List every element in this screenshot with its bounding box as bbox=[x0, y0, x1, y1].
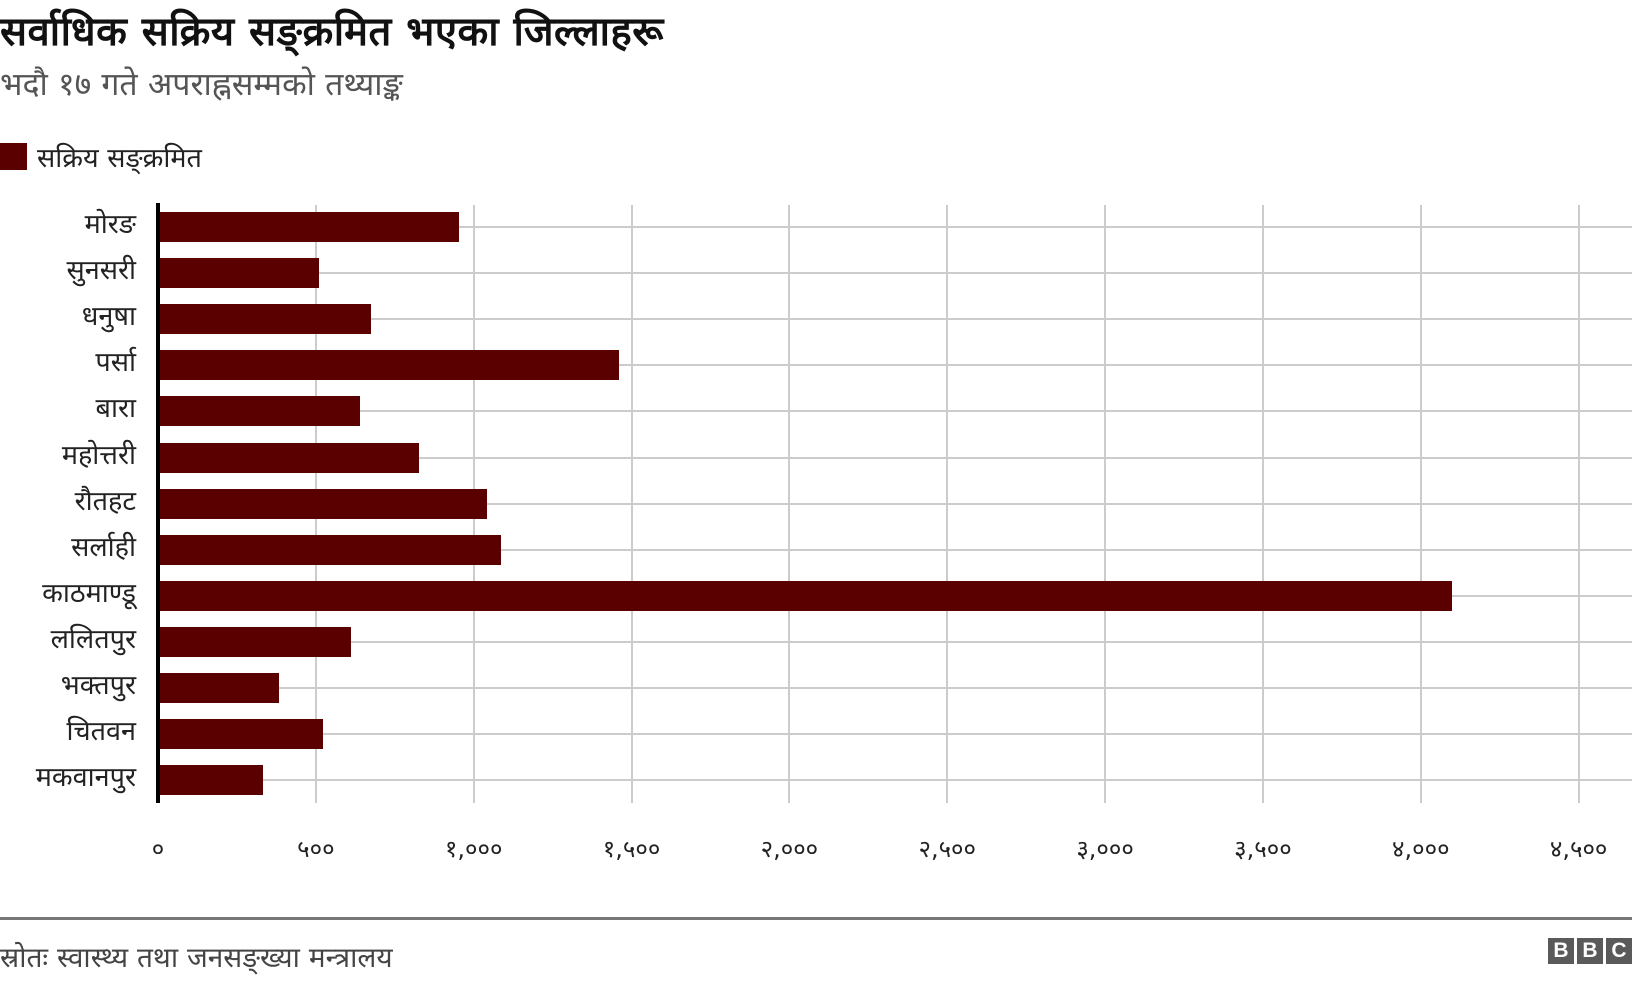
horizontal-gridline bbox=[158, 548, 1632, 551]
bbc-logo-letter: C bbox=[1606, 938, 1632, 964]
bar bbox=[160, 580, 1452, 611]
y-axis-category-label: मकवानपुर bbox=[35, 762, 136, 794]
x-axis-tick-label: ३,५०० bbox=[1234, 835, 1292, 863]
bbc-logo: B B C bbox=[1548, 938, 1632, 964]
bar bbox=[160, 626, 351, 657]
legend: सक्रिय सङ्क्रमित bbox=[0, 138, 202, 175]
horizontal-gridline bbox=[158, 640, 1632, 643]
horizontal-gridline bbox=[158, 779, 1632, 782]
horizontal-gridline bbox=[158, 456, 1632, 459]
horizontal-gridline bbox=[158, 318, 1632, 321]
bar bbox=[160, 350, 619, 381]
y-axis-category-label: सर्लाही bbox=[71, 531, 136, 563]
bbc-logo-letter: B bbox=[1577, 938, 1603, 964]
x-axis-tick-label: १,००० bbox=[444, 835, 503, 863]
bar bbox=[160, 258, 319, 289]
x-axis-tick-label: ० bbox=[151, 835, 165, 863]
y-axis-category-label: भक्तपुर bbox=[60, 670, 136, 701]
x-axis-tick-label: ५०० bbox=[297, 835, 335, 863]
horizontal-gridline bbox=[158, 733, 1632, 736]
horizontal-gridline bbox=[158, 410, 1632, 413]
bar bbox=[160, 534, 501, 565]
footer-divider bbox=[0, 917, 1632, 920]
bar bbox=[160, 719, 323, 750]
legend-label: सक्रिय सङ्क्रमित bbox=[37, 143, 202, 174]
x-axis-tick-label: १,५०० bbox=[602, 835, 661, 863]
bar bbox=[160, 488, 487, 519]
y-axis-category-label: ललितपुर bbox=[50, 623, 136, 655]
x-axis-tick-label: २,५०० bbox=[918, 835, 977, 863]
chart-subtitle: भदौ १७ गते अपराह्नसम्मको तथ्याङ्क bbox=[0, 65, 403, 103]
chart-title: सर्वाधिक सक्रिय सङ्क्रमित भएका जिल्लाहरू bbox=[0, 9, 664, 55]
bbc-logo-letter: B bbox=[1548, 938, 1574, 964]
y-axis-category-label: पर्सा bbox=[95, 347, 136, 379]
horizontal-gridline bbox=[158, 687, 1632, 689]
y-axis-line bbox=[156, 203, 160, 803]
source-note: स्रोतः स्वास्थ्य तथा जनसङ्ख्या मन्त्रालय bbox=[0, 941, 393, 974]
y-axis-category-label: सुनसरी bbox=[66, 255, 136, 287]
y-axis-category-label: चितवन bbox=[66, 716, 136, 748]
horizontal-gridline bbox=[158, 226, 1632, 228]
bar bbox=[160, 442, 419, 473]
legend-swatch-icon bbox=[0, 143, 27, 170]
horizontal-gridline bbox=[158, 364, 1632, 367]
x-axis-tick-label: २,००० bbox=[760, 835, 819, 863]
y-axis-category-label: काठमाण्डू bbox=[42, 577, 136, 609]
horizontal-gridline bbox=[158, 272, 1632, 275]
x-axis-tick-label: ३,००० bbox=[1076, 835, 1134, 863]
x-axis-tick-label: ४,५०० bbox=[1549, 835, 1608, 863]
y-axis-category-label: रौतहट bbox=[74, 485, 136, 517]
bar bbox=[160, 212, 459, 242]
bar bbox=[160, 765, 264, 796]
x-axis-tick-label: ४,००० bbox=[1392, 835, 1450, 863]
bar bbox=[160, 396, 361, 427]
horizontal-gridline bbox=[158, 502, 1632, 505]
bar bbox=[160, 673, 279, 703]
y-axis-category-label: बारा bbox=[95, 393, 136, 425]
y-axis-category-label: मोरङ bbox=[84, 209, 136, 240]
bar bbox=[160, 304, 371, 335]
y-axis-category-label: धनुषा bbox=[81, 301, 136, 333]
y-axis-category-label: महोत्तरी bbox=[61, 439, 136, 471]
